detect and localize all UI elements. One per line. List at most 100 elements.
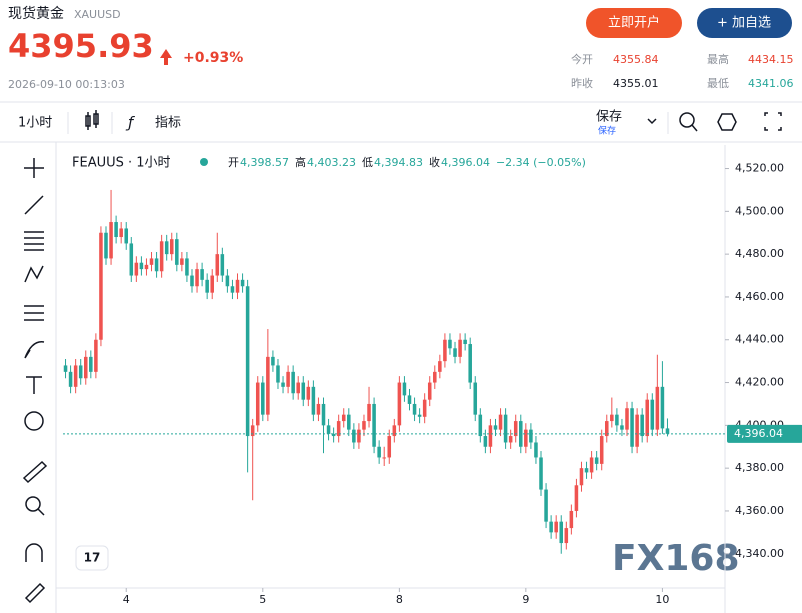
candle-body [164,241,169,255]
candle-body [255,382,260,426]
candle-body [615,414,619,426]
x-tick-label: 9 [522,593,529,606]
candle-body [331,433,336,437]
y-tick-label: 4,480.00 [735,247,784,260]
candle-body [640,414,644,437]
open-account-label[interactable]: 立即开户 [608,15,660,31]
candle-body [311,386,316,415]
candle-body [114,222,118,238]
stat-label: 最高 [707,52,729,66]
candle-body [650,399,655,430]
candle-body [362,421,366,430]
candle-body [245,286,250,437]
candle-body [427,382,432,400]
candle-icon[interactable] [85,110,99,130]
candle-body [175,239,179,265]
stat-value: 4355.84 [613,53,659,66]
candle-body [584,468,589,473]
candle-body [281,382,285,387]
candle-body [493,425,498,430]
candle-body [513,421,518,437]
y-tick-label: 4,520.00 [735,162,784,175]
candle-body [321,403,326,426]
chart-title: FEAUUS · 1小时 [72,156,171,171]
candle-body [104,232,108,259]
watchlist-label[interactable]: + 加自选 [717,16,771,31]
candle-body [468,344,472,383]
fullscreen-icon[interactable] [764,112,782,131]
y-tick-label: 4,360.00 [735,504,784,517]
candle-body [412,403,417,415]
candle-body [539,457,543,490]
svg-text:17: 17 [84,551,101,565]
candle-body [402,382,407,396]
fx-icon[interactable]: ƒ [125,114,135,132]
indicators[interactable]: 指标 [155,116,181,131]
candle-body [534,442,538,458]
candle-body [660,386,665,429]
candle-body [549,521,553,533]
candle-body [89,356,93,372]
candle-body [387,436,392,458]
candle-body [139,262,144,270]
candle-body [301,382,306,400]
settings-icon[interactable] [717,113,737,131]
candle-body [149,258,154,265]
candle-body [109,222,113,259]
save[interactable]: 保存 [596,110,622,125]
y-tick-label: 4,460.00 [735,290,784,303]
chevron[interactable] [647,118,657,125]
candle-body [463,339,467,345]
y-tick-label: 4,500.00 [735,204,784,217]
watchlist-button[interactable] [697,8,792,38]
change: +0.93% [183,50,243,66]
candle-body [645,399,650,437]
title: 现货黄金 [8,5,64,22]
candle-body [190,275,194,287]
alert-icon[interactable] [679,112,698,132]
candle-body [529,429,533,443]
candle-body [154,258,159,272]
candle-body [417,414,422,417]
candle-body [341,414,346,422]
candle-body [630,408,634,447]
y-tick-label: 4,420.00 [735,376,784,389]
legend-value: 4,398.57 [240,156,289,169]
y-tick-label: 4,340.00 [735,547,784,560]
open-account-button[interactable] [586,8,682,38]
candle-body [589,457,594,473]
candle-body [286,371,290,387]
candle-body [599,436,604,464]
candle-body [453,348,457,357]
stat-value: 4341.06 [748,77,794,90]
candle-body [478,414,483,437]
candle-body [594,457,599,464]
candle-body [448,339,452,349]
candle-body [169,239,174,255]
candle-body [210,275,214,293]
legend-value: 4,403.23 [307,156,356,169]
candle-body [574,485,579,511]
tv-logo: 17 [75,545,109,571]
candle-body [569,510,574,529]
stat-label: 今开 [571,52,593,66]
candle-body [68,371,73,387]
candle-body [276,365,280,383]
up-arrow [160,49,172,65]
symbol: XAUUSD [74,8,121,21]
legend-label: 收 [429,155,440,169]
candle-body [382,457,386,459]
candle-body [635,414,639,447]
legend-change: −2.34 (−0.05%) [496,156,586,169]
candle-body [180,258,184,265]
candle-body [271,356,275,366]
candle-body [579,468,584,486]
candle-body [443,339,447,362]
drawing-tools[interactable] [22,158,48,604]
candle-body [503,414,508,443]
timestamp: 2026-09-10 00:13:03 [8,78,125,91]
watermark: FX168 [612,538,740,579]
x-tick-label: 5 [259,593,266,606]
interval[interactable]: 1小时 [18,116,52,131]
